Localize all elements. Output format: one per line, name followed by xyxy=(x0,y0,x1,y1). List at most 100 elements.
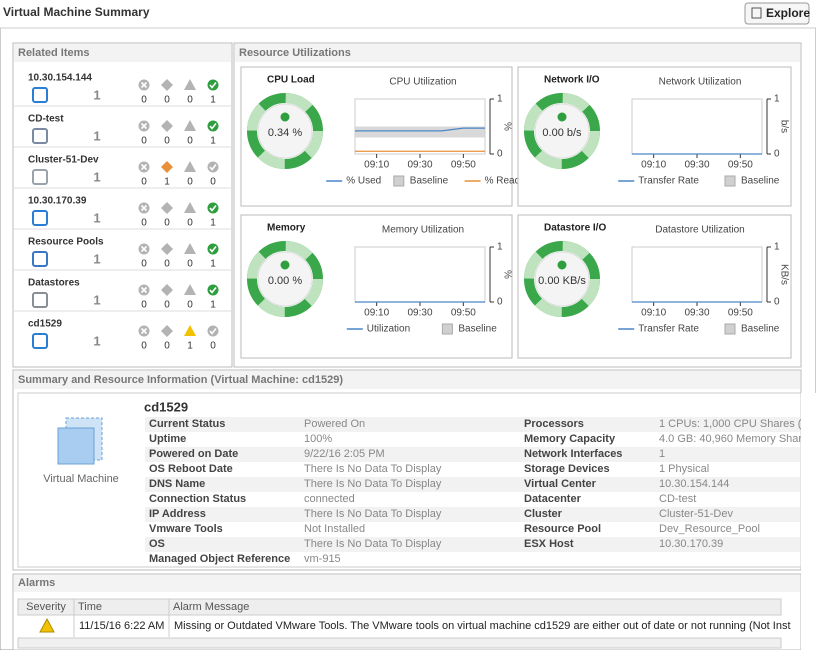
status-count: 0 xyxy=(141,259,147,270)
legend-label: Transfer Rate xyxy=(638,176,699,187)
field-label: Connection Status xyxy=(149,493,246,505)
column-header: Severity xyxy=(26,601,66,613)
chart-title: Memory Utilization xyxy=(382,225,464,236)
gauge-ring-light xyxy=(247,241,323,317)
field-label: IP Address xyxy=(149,508,206,520)
status-icon xyxy=(184,243,196,254)
alarms-column-header xyxy=(17,598,782,616)
status-icon xyxy=(161,325,173,337)
field-label: Memory Capacity xyxy=(524,433,616,445)
plot-area xyxy=(631,246,763,303)
related-title: Related Items xyxy=(18,47,90,59)
status-count: 0 xyxy=(141,136,147,147)
field-value: 1 CPUs: 1,000 CPU Shares (no xyxy=(659,418,814,430)
status-count: 0 xyxy=(164,259,170,270)
status-count: 0 xyxy=(164,95,170,106)
status-count: 0 xyxy=(210,341,216,352)
field-label: Virtual Center xyxy=(524,478,597,490)
item-count: 1 xyxy=(93,333,100,348)
vm-icon-label: Virtual Machine xyxy=(43,473,119,485)
plot-area xyxy=(631,98,763,155)
field-value: vm-915 xyxy=(304,553,341,565)
status-glyph xyxy=(140,245,148,253)
status-count: 0 xyxy=(141,218,147,229)
status-count: 1 xyxy=(210,136,216,147)
legend-label: Transfer Rate xyxy=(638,324,699,335)
status-count: 1 xyxy=(187,341,193,352)
status-count: 0 xyxy=(187,136,193,147)
item-name: Datastores xyxy=(28,278,80,289)
vm-icon-front xyxy=(57,427,95,465)
field-label: DNS Name xyxy=(149,478,205,490)
status-glyph xyxy=(209,205,217,212)
field-value: There Is No Data To Display xyxy=(304,478,442,490)
status-icon xyxy=(184,120,196,131)
item-icon xyxy=(32,251,48,267)
related-panel xyxy=(12,42,233,368)
item-name: Cluster-51-Dev xyxy=(28,155,99,166)
status-count: 1 xyxy=(210,300,216,311)
gauge-status xyxy=(280,260,290,270)
alarms-title: Alarms xyxy=(18,577,55,589)
gauge-face xyxy=(257,103,313,159)
header-bar xyxy=(0,0,816,28)
item-icon xyxy=(32,333,48,349)
status-count: 0 xyxy=(187,177,193,188)
item-icon xyxy=(32,169,48,185)
status-glyph xyxy=(140,286,148,294)
gauge-value: 0.00 KB/s xyxy=(538,275,586,287)
item-count: 1 xyxy=(93,210,100,225)
field-label: Vmware Tools xyxy=(149,523,223,535)
gauge-ring-light xyxy=(524,241,600,317)
item-icon xyxy=(32,128,48,144)
y-axis-label: KB/s xyxy=(778,264,789,285)
y-tick-label: 1 xyxy=(497,94,503,105)
field-label: Network Interfaces xyxy=(524,448,622,460)
gauge-status xyxy=(557,112,567,122)
page-title: Virtual Machine Summary xyxy=(3,5,150,19)
x-tick-label: 09:30 xyxy=(407,308,432,319)
legend-label: % Used xyxy=(346,176,381,187)
status-icon xyxy=(161,120,173,132)
legend-swatch xyxy=(724,323,736,335)
gauge-ring-light xyxy=(524,93,600,169)
item-count: 1 xyxy=(93,87,100,102)
field-value: 1 Physical xyxy=(659,463,709,475)
field-label: Datacenter xyxy=(524,493,582,505)
field-value: CD-test xyxy=(659,493,696,505)
legend-label: Baseline xyxy=(741,176,780,187)
item-name: Resource Pools xyxy=(28,237,104,248)
y-tick-label: 0 xyxy=(497,149,503,160)
x-tick-label: 09:10 xyxy=(641,308,666,319)
x-tick-label: 09:10 xyxy=(364,160,389,171)
legend-label: % Ready xyxy=(485,176,526,187)
x-tick-label: 09:30 xyxy=(684,160,709,171)
field-value: Dev_Resource_Pool xyxy=(659,523,760,535)
y-axis-label: % xyxy=(501,122,512,131)
x-tick-label: 09:10 xyxy=(641,160,666,171)
status-count: 0 xyxy=(187,95,193,106)
x-tick-label: 09:30 xyxy=(407,160,432,171)
status-glyph xyxy=(140,122,148,130)
status-count: 0 xyxy=(187,218,193,229)
scrollbar[interactable] xyxy=(17,637,782,649)
status-glyph xyxy=(140,327,148,335)
summary-header xyxy=(14,371,800,389)
row-band xyxy=(145,507,800,522)
field-value: Powered On xyxy=(304,418,365,430)
gauge-face xyxy=(257,251,313,307)
right-clip xyxy=(801,393,816,650)
panel-label: CPU Load xyxy=(267,75,315,86)
legend-swatch xyxy=(441,323,453,335)
field-label: Uptime xyxy=(149,433,186,445)
gauge-face xyxy=(534,251,590,307)
vm-name: cd1529 xyxy=(144,399,188,414)
button-label[interactable]: Explore xyxy=(766,6,810,20)
gauge-value: 0.00 % xyxy=(268,275,302,287)
status-glyph xyxy=(209,123,217,130)
gauge-face xyxy=(534,103,590,159)
alarm-time: 11/15/16 6:22 AM xyxy=(79,620,164,632)
row-band xyxy=(145,417,800,432)
explore-button[interactable]: Explore xyxy=(744,2,810,25)
legend-swatch xyxy=(724,175,736,187)
